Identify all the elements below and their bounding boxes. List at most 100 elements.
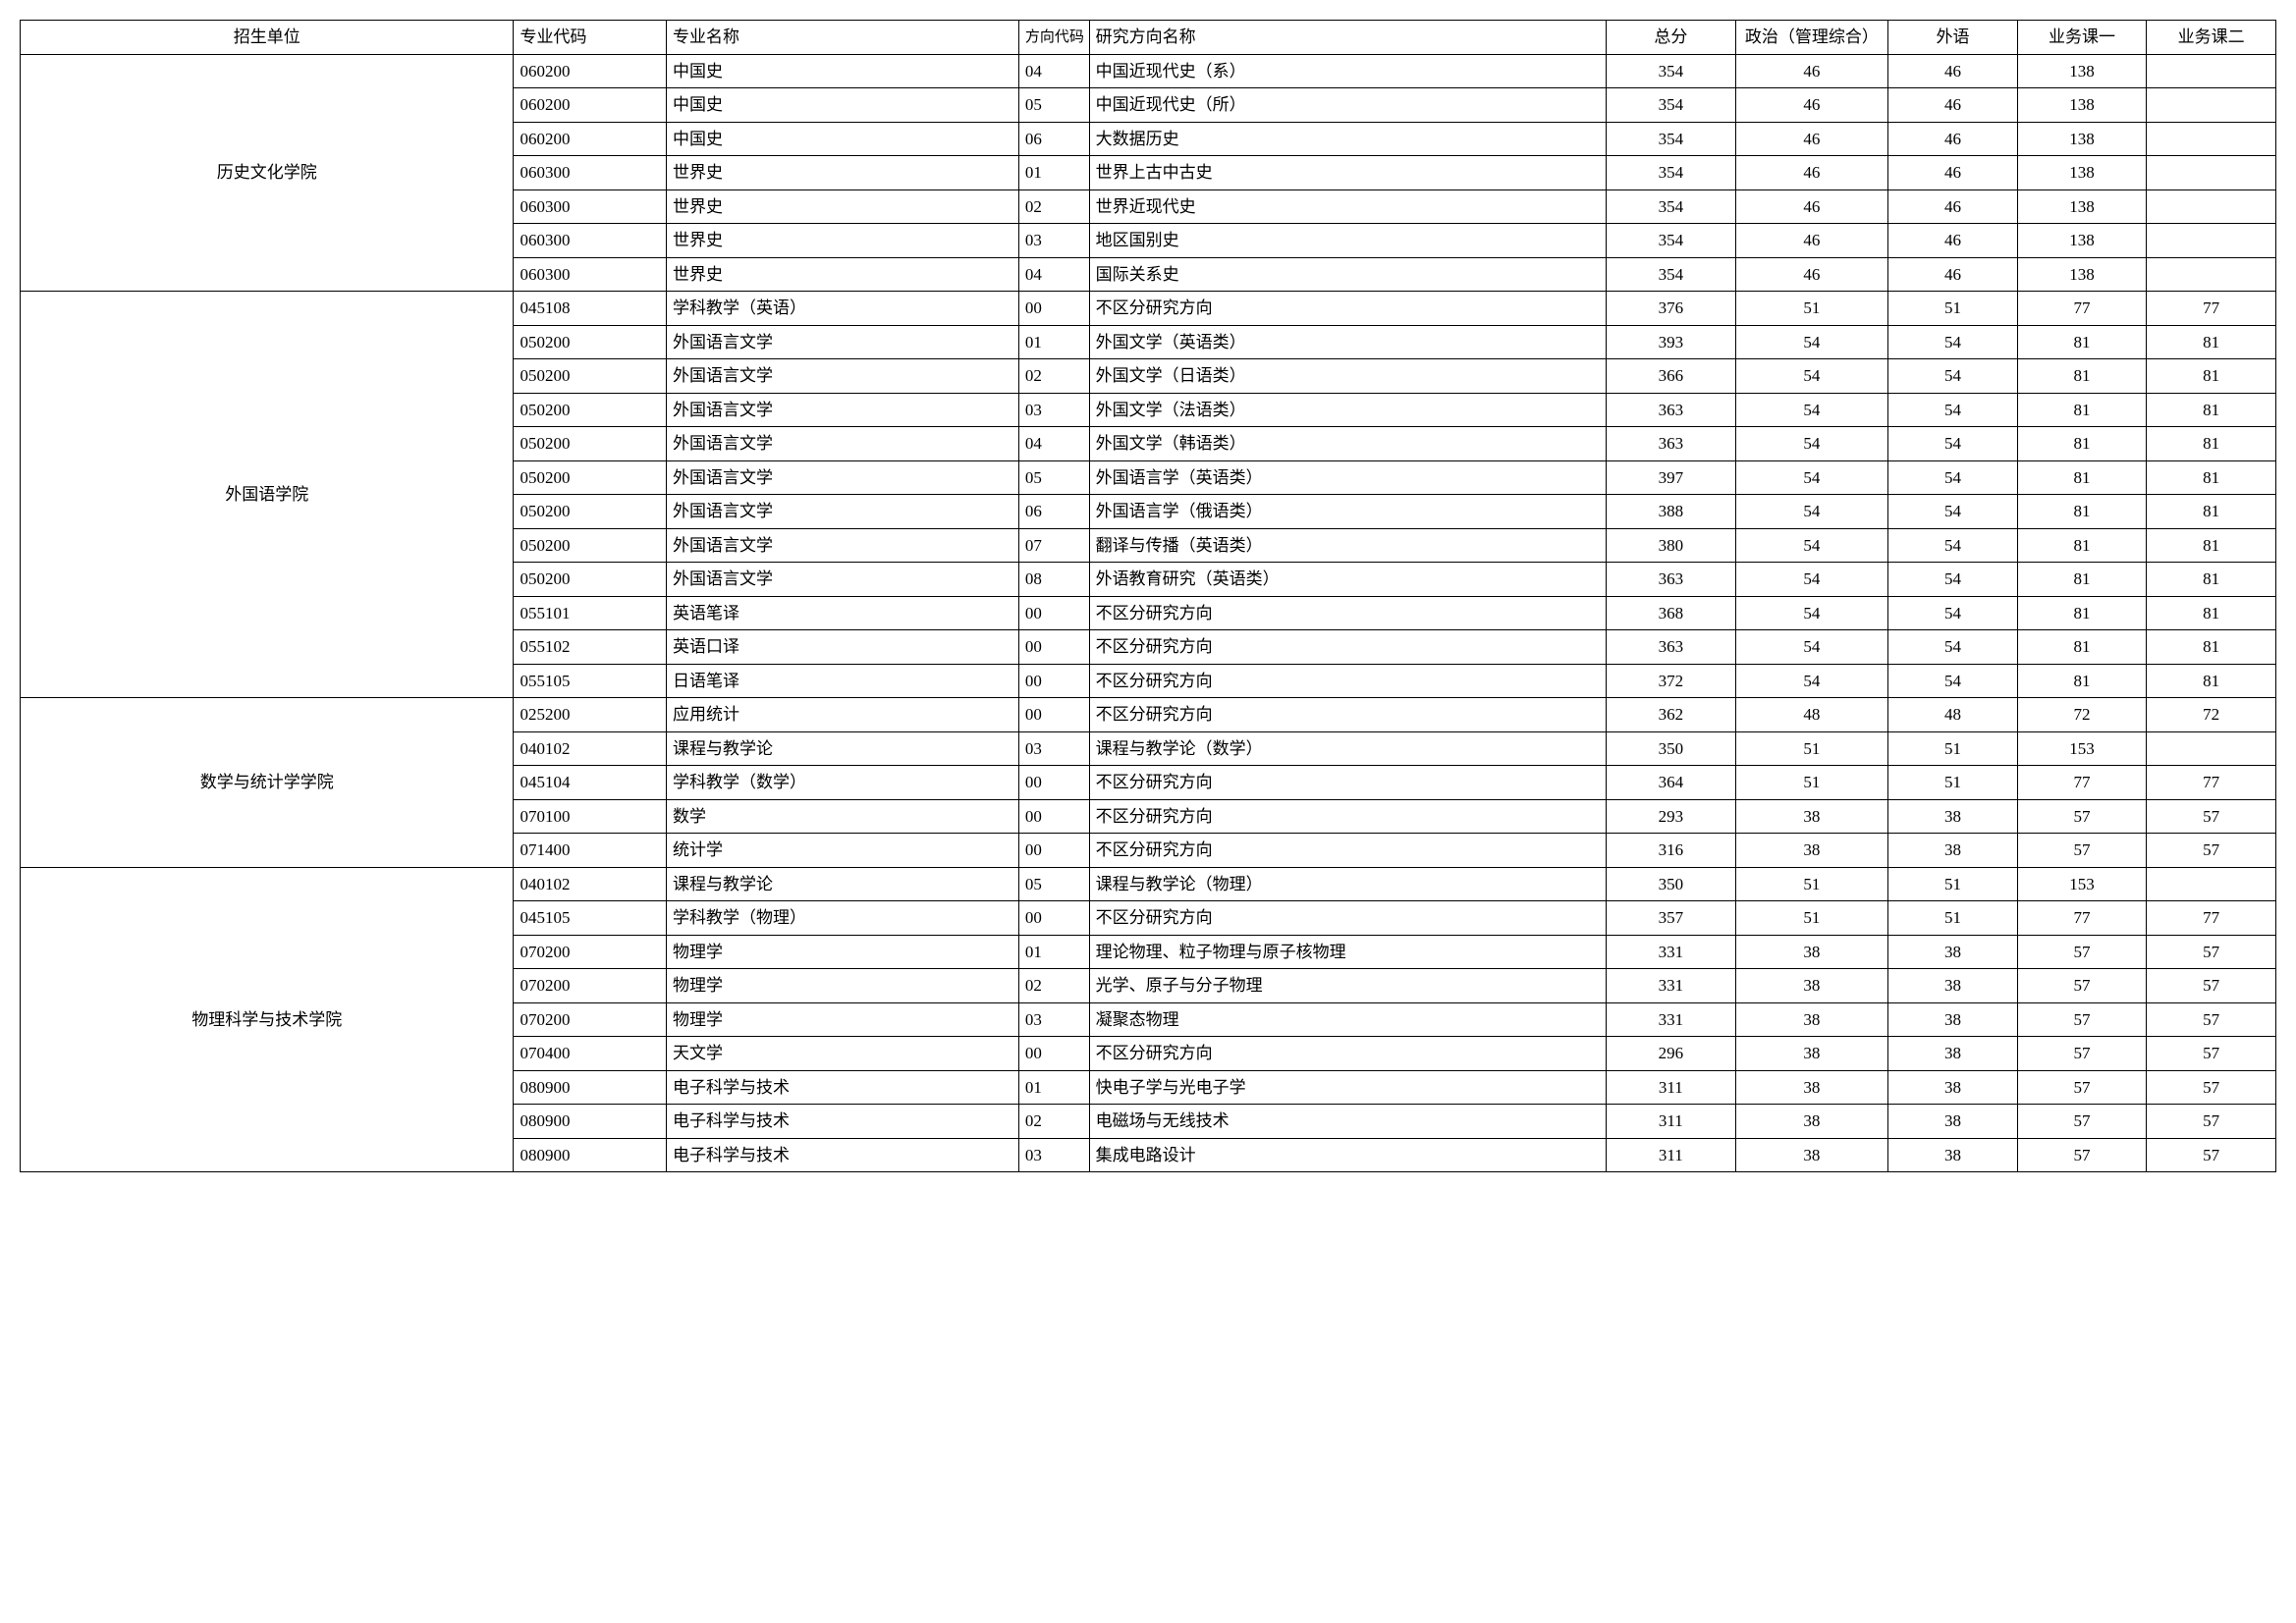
course1-score-cell: 138 (2017, 122, 2147, 156)
foreign-score-cell: 38 (1888, 1037, 2018, 1071)
course1-score-cell: 81 (2017, 359, 2147, 394)
course2-score-cell: 81 (2147, 427, 2276, 461)
major-cell: 世界史 (666, 156, 1018, 190)
direction-name-cell: 理论物理、粒子物理与原子核物理 (1089, 935, 1606, 969)
foreign-score-cell: 54 (1888, 393, 2018, 427)
course1-score-cell: 57 (2017, 1070, 2147, 1105)
politics-score-cell: 54 (1735, 325, 1888, 359)
foreign-score-cell: 46 (1888, 189, 2018, 224)
direction-name-cell: 中国近现代史（所） (1089, 88, 1606, 123)
total-score-cell: 357 (1607, 901, 1736, 936)
course1-score-cell: 138 (2017, 88, 2147, 123)
major-cell: 英语口译 (666, 630, 1018, 665)
course2-score-cell: 77 (2147, 901, 2276, 936)
foreign-score-cell: 54 (1888, 528, 2018, 563)
course1-score-cell: 57 (2017, 834, 2147, 868)
total-score-cell: 388 (1607, 495, 1736, 529)
total-score-cell: 354 (1607, 224, 1736, 258)
code-cell: 050200 (514, 495, 667, 529)
foreign-score-cell: 38 (1888, 834, 2018, 868)
foreign-score-cell: 38 (1888, 1105, 2018, 1139)
major-cell: 外国语言文学 (666, 528, 1018, 563)
major-cell: 学科教学（物理） (666, 901, 1018, 936)
major-cell: 中国史 (666, 122, 1018, 156)
code-cell: 050200 (514, 528, 667, 563)
direction-name-cell: 凝聚态物理 (1089, 1002, 1606, 1037)
course1-score-cell: 57 (2017, 1138, 2147, 1172)
direction-name-cell: 国际关系史 (1089, 257, 1606, 292)
course2-score-cell (2147, 189, 2276, 224)
direction-code-cell: 00 (1018, 1037, 1089, 1071)
table-row: 外国语学院045108学科教学（英语）00不区分研究方向37651517777 (21, 292, 2276, 326)
course1-score-cell: 57 (2017, 799, 2147, 834)
direction-code-cell: 00 (1018, 664, 1089, 698)
foreign-score-cell: 54 (1888, 460, 2018, 495)
politics-score-cell: 51 (1735, 766, 1888, 800)
course1-score-cell: 153 (2017, 731, 2147, 766)
total-score-cell: 372 (1607, 664, 1736, 698)
course1-score-cell: 77 (2017, 292, 2147, 326)
politics-score-cell: 54 (1735, 393, 1888, 427)
politics-score-cell: 51 (1735, 867, 1888, 901)
course1-score-cell: 57 (2017, 1037, 2147, 1071)
direction-name-cell: 电磁场与无线技术 (1089, 1105, 1606, 1139)
major-cell: 统计学 (666, 834, 1018, 868)
table-row: 物理科学与技术学院040102课程与教学论05课程与教学论（物理）3505151… (21, 867, 2276, 901)
major-cell: 世界史 (666, 257, 1018, 292)
direction-name-cell: 外语教育研究（英语类） (1089, 563, 1606, 597)
direction-code-cell: 00 (1018, 799, 1089, 834)
course2-score-cell: 77 (2147, 292, 2276, 326)
unit-cell: 物理科学与技术学院 (21, 867, 514, 1172)
code-cell: 055105 (514, 664, 667, 698)
header-direction-code: 方向代码 (1018, 21, 1089, 55)
total-score-cell: 331 (1607, 1002, 1736, 1037)
total-score-cell: 354 (1607, 122, 1736, 156)
course1-score-cell: 81 (2017, 664, 2147, 698)
code-cell: 080900 (514, 1105, 667, 1139)
course2-score-cell: 57 (2147, 1070, 2276, 1105)
course2-score-cell: 57 (2147, 1138, 2276, 1172)
total-score-cell: 354 (1607, 156, 1736, 190)
course1-score-cell: 138 (2017, 156, 2147, 190)
code-cell: 060200 (514, 88, 667, 123)
code-cell: 050200 (514, 427, 667, 461)
politics-score-cell: 54 (1735, 528, 1888, 563)
direction-code-cell: 02 (1018, 1105, 1089, 1139)
politics-score-cell: 51 (1735, 731, 1888, 766)
course2-score-cell: 81 (2147, 664, 2276, 698)
course1-score-cell: 81 (2017, 596, 2147, 630)
code-cell: 060300 (514, 257, 667, 292)
course1-score-cell: 72 (2017, 698, 2147, 732)
code-cell: 080900 (514, 1138, 667, 1172)
politics-score-cell: 46 (1735, 189, 1888, 224)
code-cell: 070200 (514, 969, 667, 1003)
total-score-cell: 397 (1607, 460, 1736, 495)
foreign-score-cell: 38 (1888, 799, 2018, 834)
course1-score-cell: 138 (2017, 224, 2147, 258)
major-cell: 英语笔译 (666, 596, 1018, 630)
code-cell: 050200 (514, 460, 667, 495)
code-cell: 070100 (514, 799, 667, 834)
direction-name-cell: 外国文学（英语类） (1089, 325, 1606, 359)
direction-code-cell: 08 (1018, 563, 1089, 597)
total-score-cell: 363 (1607, 427, 1736, 461)
major-cell: 天文学 (666, 1037, 1018, 1071)
direction-code-cell: 00 (1018, 834, 1089, 868)
code-cell: 070200 (514, 935, 667, 969)
course1-score-cell: 57 (2017, 935, 2147, 969)
direction-name-cell: 不区分研究方向 (1089, 596, 1606, 630)
foreign-score-cell: 46 (1888, 257, 2018, 292)
politics-score-cell: 46 (1735, 224, 1888, 258)
total-score-cell: 368 (1607, 596, 1736, 630)
politics-score-cell: 51 (1735, 292, 1888, 326)
major-cell: 外国语言文学 (666, 495, 1018, 529)
unit-cell: 历史文化学院 (21, 54, 514, 292)
direction-name-cell: 外国语言学（英语类） (1089, 460, 1606, 495)
direction-code-cell: 00 (1018, 766, 1089, 800)
foreign-score-cell: 46 (1888, 122, 2018, 156)
code-cell: 060300 (514, 156, 667, 190)
politics-score-cell: 54 (1735, 495, 1888, 529)
direction-code-cell: 05 (1018, 88, 1089, 123)
politics-score-cell: 54 (1735, 460, 1888, 495)
course1-score-cell: 81 (2017, 630, 2147, 665)
